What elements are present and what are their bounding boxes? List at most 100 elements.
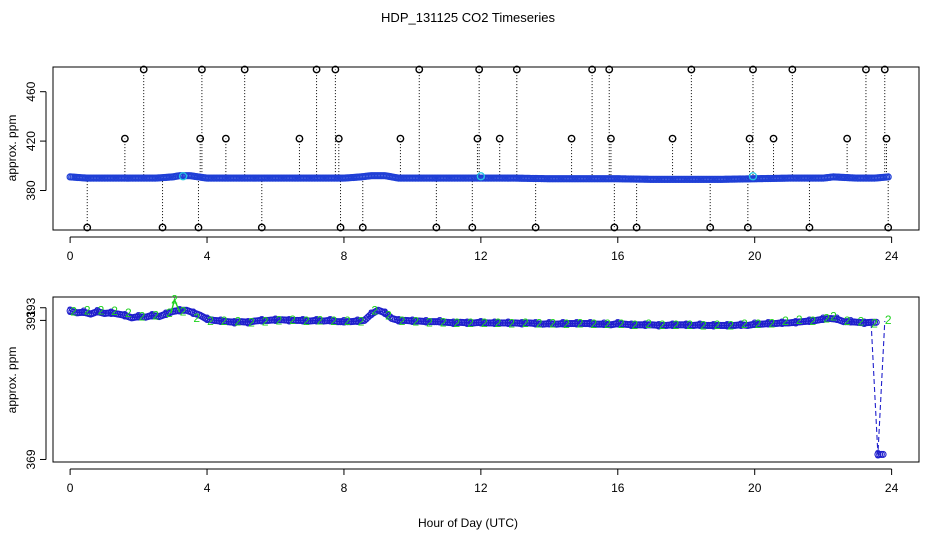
series-2-label: 2 <box>755 317 762 331</box>
spike-low-point <box>706 223 715 232</box>
series-3-label: 3 <box>751 317 758 331</box>
spike-low-point <box>158 223 167 232</box>
series-3-point <box>872 318 880 326</box>
spike-low-point <box>743 223 752 232</box>
bottom-y-axis-label: approx. ppm <box>5 347 19 414</box>
series-3-label: 3 <box>532 317 539 331</box>
spike-high-point <box>607 134 615 143</box>
spike-high-point <box>475 65 484 74</box>
series-3-label: 3 <box>217 314 224 328</box>
spike-low-point <box>336 223 345 232</box>
x-tick-label: 8 <box>341 481 348 495</box>
spike-high-point <box>567 134 576 143</box>
series-3-label: 3 <box>176 303 183 317</box>
series-3-label: 3 <box>546 317 553 331</box>
series-2-spike <box>170 297 181 313</box>
x-tick-label: 8 <box>341 249 348 263</box>
series-2-label: 2 <box>857 315 864 329</box>
series-3-label: 3 <box>423 315 430 329</box>
series-3-label: 3 <box>436 315 443 329</box>
spike-high-point <box>120 134 129 143</box>
bottom-plot-frame <box>52 296 920 463</box>
series-3-label: 3 <box>163 307 170 321</box>
series-2-label: 2 <box>823 311 830 325</box>
series-3-label: 3 <box>286 313 293 327</box>
x-axis-label: Hour of Day (UTC) <box>418 516 518 530</box>
bottom-panel: 3 3 3 3 3 3 3 3 3 3 3 3 3 3 3 3 3 3 3 3 3 3 3 33 3 3 3 3 3 3 3 3 3 3 3 3 3 3 3… <box>5 293 920 495</box>
series-3-label: 3 <box>300 313 307 327</box>
spike-low-point <box>610 223 619 232</box>
series-2-label: 2 <box>70 305 77 319</box>
series-3-label: 3 <box>80 305 87 319</box>
series-2-label: 2 <box>111 304 118 318</box>
series-2-label: 2 <box>248 315 255 329</box>
series-3-label: 3 <box>368 307 375 321</box>
series-3-label: 3 <box>94 305 101 319</box>
series-3-label: 3 <box>601 317 608 331</box>
spike-low-point <box>632 223 641 232</box>
series-2-label: 2 <box>385 308 392 322</box>
series-2-label: 2 <box>577 317 584 331</box>
x-tick-label: 16 <box>611 481 625 495</box>
series-3-label: 3 <box>861 316 868 330</box>
x-tick-label: 0 <box>67 481 74 495</box>
series-2-label: 2 <box>193 311 200 325</box>
series-3-label: 3 <box>738 318 745 332</box>
series-3-label: 3 <box>491 316 498 330</box>
series-3-label: 3 <box>587 317 594 331</box>
series-3-label: 3 <box>519 317 526 331</box>
spike-high-point <box>745 134 754 143</box>
spike-high-point <box>605 65 614 74</box>
spike-high-point <box>240 65 249 74</box>
series-2-label: 2 <box>508 317 515 331</box>
series-3-label: 3 <box>505 316 512 330</box>
series-3-point <box>879 450 887 458</box>
series-3-label: 3 <box>614 317 621 331</box>
x-tick-label: 4 <box>204 249 211 263</box>
spike-high-point <box>221 134 230 143</box>
spike-high-point <box>196 134 205 143</box>
series-3-label: 3 <box>847 315 854 329</box>
series-2-label: 2 <box>152 308 159 322</box>
spike-low-point <box>257 223 266 232</box>
spike-high-point <box>749 65 757 74</box>
series-2-label: 2 <box>166 306 173 320</box>
spike-high-point <box>396 134 405 143</box>
series-2-label: 2 <box>276 313 283 327</box>
spike-high-point <box>139 65 148 74</box>
series-3-label: 3 <box>245 315 252 329</box>
series-3-label: 3 <box>450 316 457 330</box>
series-2-label: 2 <box>618 317 625 331</box>
series-3-label: 3 <box>628 318 635 332</box>
spike-high-point <box>668 134 677 143</box>
spike-high-point <box>197 65 206 74</box>
series-2-label: 2 <box>371 303 378 317</box>
spike-low-point <box>358 223 367 232</box>
series-3-label: 3 <box>190 306 197 320</box>
series-3-label: 3 <box>656 318 663 332</box>
series-2-label: 2 <box>344 314 351 328</box>
spike-high-point <box>843 134 852 143</box>
spike-high-point <box>334 134 343 143</box>
chart-title: HDP_131125 CO2 Timeseries <box>381 10 555 25</box>
series-3-label: 3 <box>683 318 690 332</box>
x-tick-label: 24 <box>885 481 899 495</box>
x-tick-label: 20 <box>748 249 762 263</box>
series-3-label: 3 <box>642 318 649 332</box>
series-3-label: 3 <box>478 315 485 329</box>
series-2-label: 2 <box>412 315 419 329</box>
series-2-label: 2 <box>125 306 132 320</box>
series-2-label: 2 <box>495 316 502 330</box>
top-plot-frame <box>52 66 920 231</box>
series-3-label: 3 <box>382 306 389 320</box>
series-3-label: 3 <box>272 313 279 327</box>
spike-high-point <box>512 65 521 74</box>
series-3-label: 3 <box>395 313 402 327</box>
series-3-label: 3 <box>122 308 129 322</box>
spike-low-point <box>805 223 814 232</box>
series-2-label: 2 <box>234 315 241 329</box>
spike-high-point <box>588 65 597 74</box>
spike-low-point <box>432 223 441 232</box>
x-tick-label: 12 <box>474 481 488 495</box>
